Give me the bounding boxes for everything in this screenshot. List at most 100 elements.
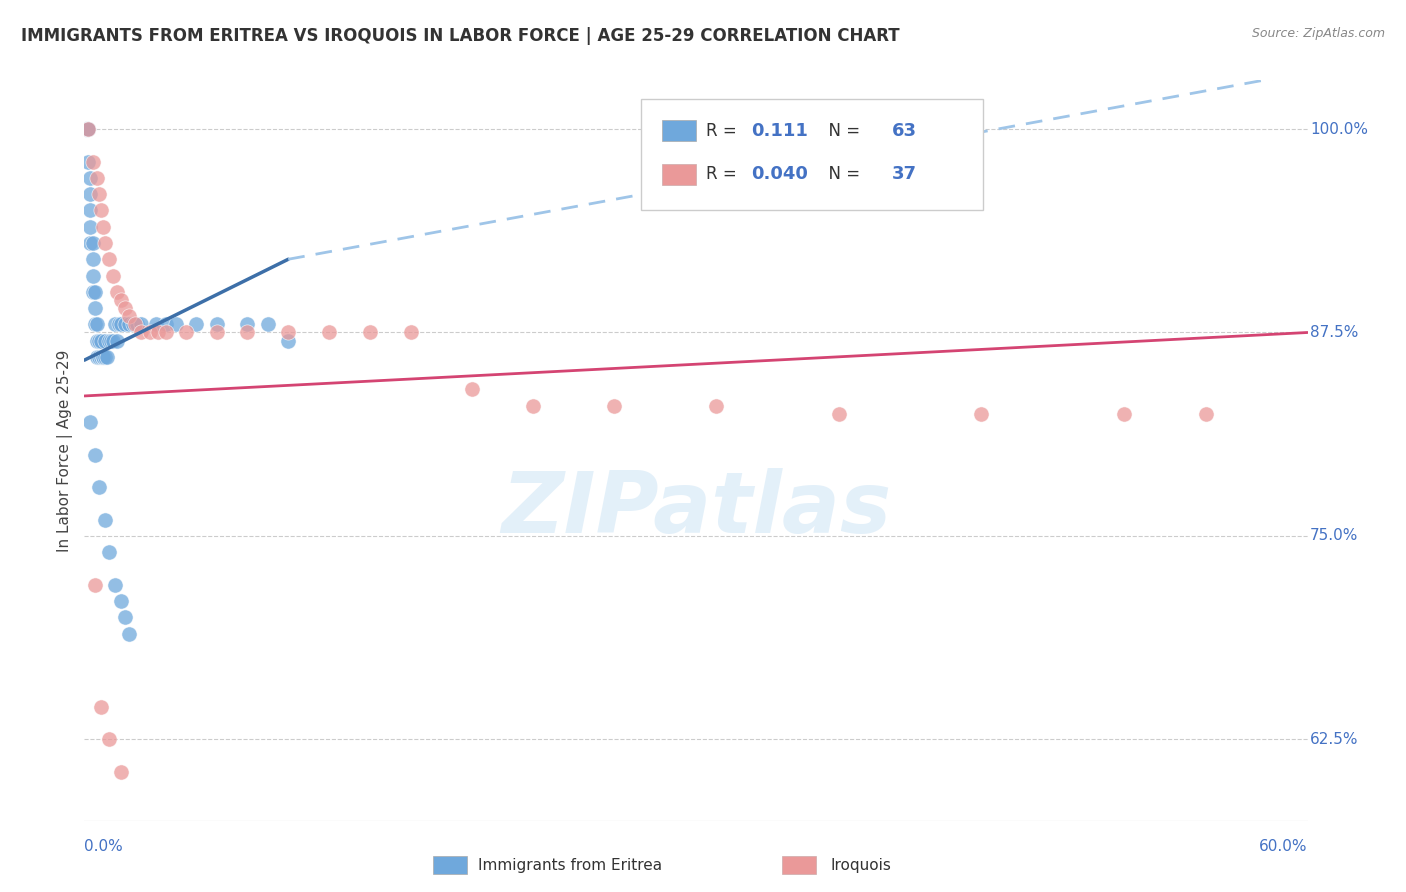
Text: 0.040: 0.040 [751,165,808,183]
Point [82,285,104,299]
FancyBboxPatch shape [662,120,696,141]
Point [86,350,108,364]
Point [174,326,197,340]
Point [399,326,422,340]
Point [77,154,100,169]
Point [79,219,101,234]
Point [110,318,132,332]
Point [827,407,849,421]
FancyBboxPatch shape [641,99,983,210]
Point [110,594,132,608]
Point [104,318,127,332]
FancyBboxPatch shape [782,856,815,874]
Text: R =: R = [706,121,742,140]
Point [155,318,177,332]
Point [77,122,100,136]
Point [138,326,160,340]
Point [970,407,993,421]
Text: Iroquois: Iroquois [831,857,891,872]
Point [104,577,127,591]
Point [93,235,115,250]
Point [86,334,108,348]
Text: N =: N = [818,121,866,140]
FancyBboxPatch shape [433,856,467,874]
Point [101,268,124,283]
Text: 37: 37 [891,165,917,183]
Point [114,318,136,332]
Point [87,334,110,348]
Point [118,626,141,640]
Text: R =: R = [706,165,742,183]
Point [118,310,141,324]
Point [205,326,228,340]
Point [186,318,208,332]
Text: ZIPatlas: ZIPatlas [501,468,891,551]
Point [77,122,100,136]
Point [97,334,120,348]
Point [118,318,141,332]
Point [105,334,128,348]
Text: 0.0%: 0.0% [84,839,124,855]
Point [236,326,259,340]
Point [522,399,544,413]
Text: 60.0%: 60.0% [1260,839,1308,855]
Text: IMMIGRANTS FROM ERITREA VS IROQUOIS IN LABOR FORCE | AGE 25-29 CORRELATION CHART: IMMIGRANTS FROM ERITREA VS IROQUOIS IN L… [21,27,900,45]
Point [146,326,169,340]
Point [90,203,112,218]
Point [87,480,110,494]
Point [82,154,104,169]
Point [114,610,136,624]
Point [105,285,128,299]
Point [155,326,177,340]
Point [114,301,136,315]
Point [77,122,100,136]
Point [704,399,728,413]
Point [236,318,259,332]
Text: 87.5%: 87.5% [1310,325,1358,340]
Point [93,334,115,348]
Point [87,350,110,364]
Point [86,170,108,185]
Point [127,318,149,332]
Point [91,350,114,364]
Text: Source: ZipAtlas.com: Source: ZipAtlas.com [1251,27,1385,40]
Point [82,268,104,283]
Point [359,326,381,340]
Point [83,285,105,299]
Point [97,252,120,267]
Point [110,764,132,779]
Point [96,350,118,364]
Point [145,318,167,332]
Point [277,326,299,340]
Point [83,301,105,315]
Point [86,318,108,332]
Point [82,252,104,267]
Text: 75.0%: 75.0% [1310,528,1358,543]
FancyBboxPatch shape [662,164,696,185]
Point [277,334,299,348]
Point [165,318,187,332]
Point [75,122,97,136]
Point [83,448,105,462]
Point [122,318,145,332]
Point [93,350,115,364]
Point [131,326,153,340]
Text: Immigrants from Eritrea: Immigrants from Eritrea [478,857,662,872]
Point [90,334,112,348]
Point [603,399,626,413]
Point [77,122,100,136]
Point [97,545,120,559]
Point [1114,407,1136,421]
Point [79,203,101,218]
Point [101,334,124,348]
Text: 62.5%: 62.5% [1310,731,1358,747]
Point [87,187,110,202]
Point [75,122,97,136]
Point [79,187,101,202]
Point [318,326,340,340]
Point [83,318,105,332]
Point [75,122,97,136]
Point [91,219,114,234]
Point [93,513,115,527]
Point [79,415,101,429]
